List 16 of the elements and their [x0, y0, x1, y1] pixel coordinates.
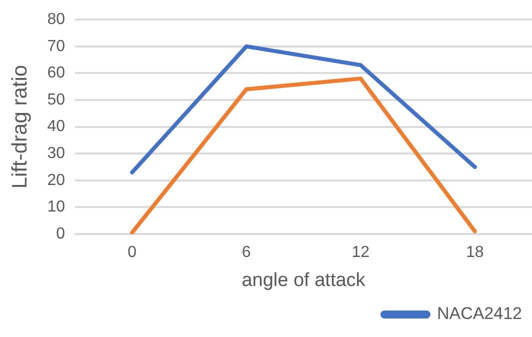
x-tick-label: 6	[242, 244, 251, 262]
x-tick-label: 18	[466, 244, 484, 262]
y-tick-label: 10	[47, 198, 66, 216]
y-tick-label: 80	[47, 11, 66, 28]
y-axis-title: Lift-drag ratio	[8, 64, 32, 189]
y-tick-label: 70	[47, 38, 66, 55]
y-tick-label: 30	[47, 145, 66, 162]
y-tick-label: 40	[47, 118, 66, 136]
y-tick-label: 50	[47, 91, 66, 108]
y-tick-label: 0	[56, 225, 66, 242]
y-tick-label: 60	[47, 64, 66, 82]
x-tick-label: 12	[352, 244, 370, 262]
y-tick-label: 20	[47, 172, 66, 189]
legend-label: NACA2412	[436, 304, 522, 324]
x-tick-label: 0	[128, 244, 137, 262]
x-axis-title: angle of attack	[242, 270, 366, 291]
